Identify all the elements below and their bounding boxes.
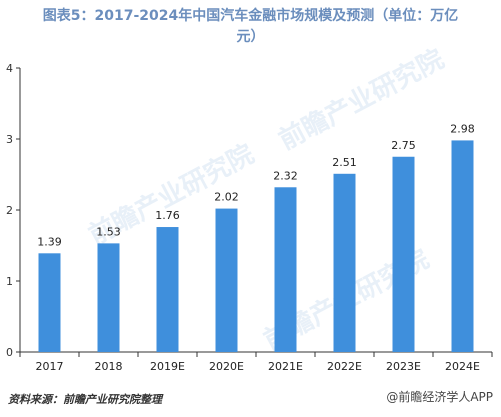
chart-bars bbox=[38, 140, 474, 352]
chart-title-line1: 图表5：2017-2024年中国汽车金融市场规模及预测（单位：万亿 bbox=[42, 8, 459, 24]
bar-2021E bbox=[274, 187, 297, 352]
x-tick-label: 2024E bbox=[445, 360, 480, 373]
x-tick-label: 2023E bbox=[386, 360, 421, 373]
data-label: 1.39 bbox=[37, 235, 62, 248]
chart-labels: 1.39 2017 1.53 2018 1.76 2019E 2.02 2020E 2.32 20… bbox=[36, 122, 481, 373]
y-tick-label: 4 bbox=[6, 62, 13, 75]
data-label: 2.98 bbox=[450, 122, 475, 135]
y-tick-label: 0 bbox=[6, 346, 13, 359]
y-tick-label: 2 bbox=[6, 204, 13, 217]
data-label: 1.53 bbox=[96, 225, 121, 238]
watermark-text-1: 前瞻产业研究院 bbox=[274, 43, 449, 156]
data-label: 2.32 bbox=[273, 169, 298, 182]
chart-axes: 0 1 2 3 4 bbox=[6, 62, 493, 359]
x-tick-label: 2022E bbox=[327, 360, 362, 373]
x-tick-label: 2017 bbox=[36, 360, 64, 373]
bar-2019E bbox=[156, 227, 179, 352]
y-tick-label: 1 bbox=[6, 275, 13, 288]
bar-2018 bbox=[97, 243, 120, 352]
bar-2020E bbox=[215, 208, 238, 352]
bar-2023E bbox=[392, 156, 415, 352]
data-label: 2.51 bbox=[332, 156, 357, 169]
bar-2022E bbox=[333, 173, 356, 352]
bar-2017 bbox=[38, 253, 61, 352]
x-tick-label: 2021E bbox=[268, 360, 303, 373]
bottom-watermark: @前瞻经济学人APP bbox=[386, 390, 493, 404]
data-label: 2.02 bbox=[214, 191, 239, 204]
x-tick-label: 2020E bbox=[209, 360, 244, 373]
x-tick-label: 2018 bbox=[95, 360, 123, 373]
source-note: 资料来源：前瞻产业研究院整理 bbox=[8, 393, 162, 406]
bar-2024E bbox=[451, 140, 474, 352]
chart-title: 图表5：2017-2024年中国汽车金融市场规模及预测（单位：万亿 元） bbox=[0, 6, 501, 48]
chart-title-line2: 元） bbox=[236, 29, 265, 45]
y-tick-label: 3 bbox=[6, 133, 13, 146]
data-label: 1.76 bbox=[155, 209, 180, 222]
data-label: 2.75 bbox=[391, 139, 416, 152]
x-tick-label: 2019E bbox=[150, 360, 185, 373]
